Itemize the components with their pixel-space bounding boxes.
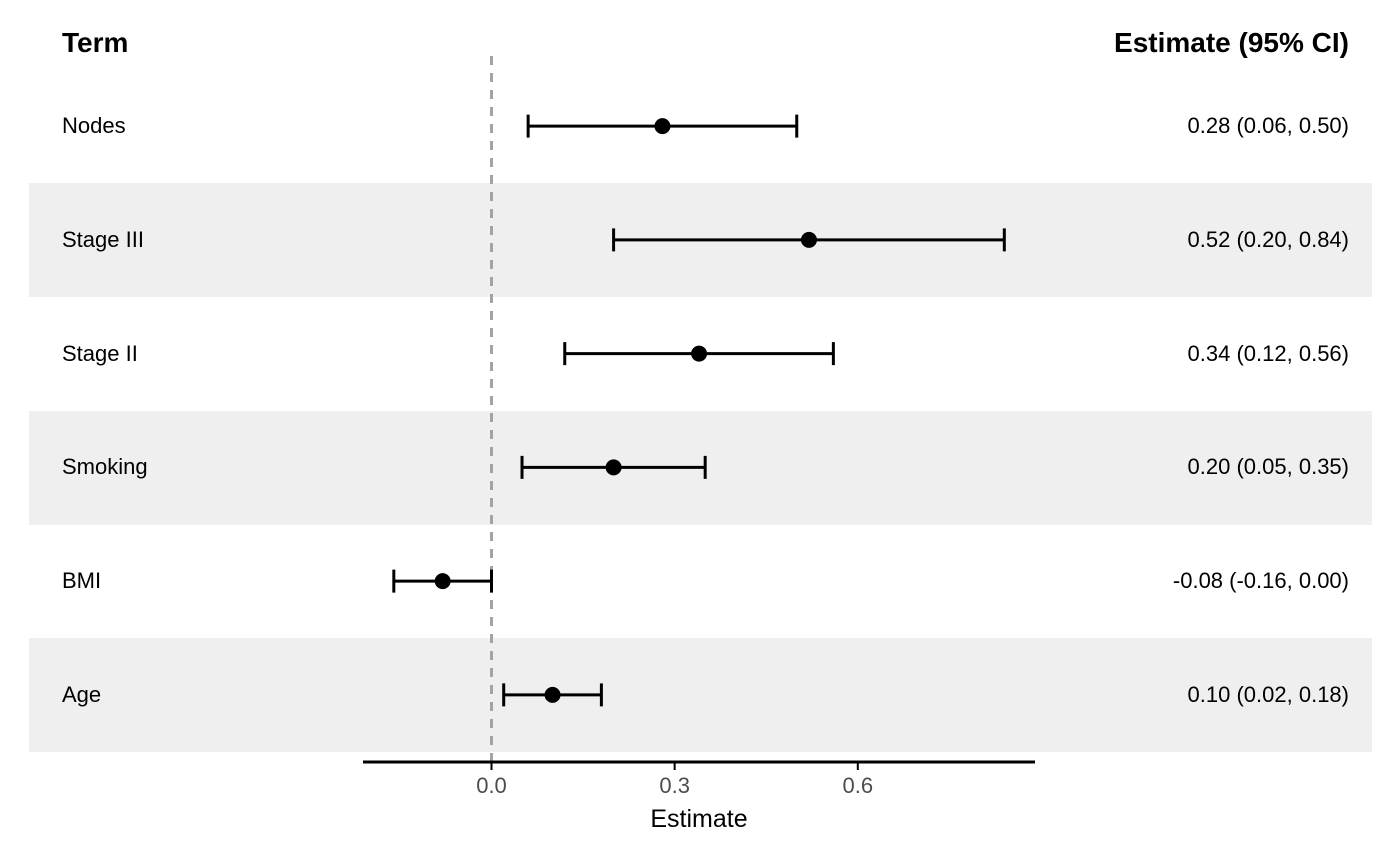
estimate-ci-value: -0.08 (-0.16, 0.00) <box>1172 568 1349 594</box>
x-axis-tick-label: 0.3 <box>659 773 690 798</box>
x-axis-tick-label: 0.6 <box>842 773 874 798</box>
term-label: Stage II <box>62 340 138 366</box>
x-axis-tick-label: 0.0 <box>476 773 507 798</box>
term-column-header: Term <box>62 27 129 58</box>
point-estimate-marker <box>691 345 708 362</box>
point-estimate-marker <box>544 686 561 703</box>
term-label: Age <box>62 681 102 707</box>
estimate-ci-value: 0.20 (0.05, 0.35) <box>1187 454 1349 480</box>
term-label: Nodes <box>62 113 126 139</box>
term-label: BMI <box>62 568 102 594</box>
estimate-ci-value: 0.10 (0.02, 0.18) <box>1187 681 1349 707</box>
point-estimate-marker <box>654 118 671 135</box>
estimate-ci-column-header: Estimate (95% CI) <box>1114 27 1349 58</box>
row-stripe <box>29 638 1372 752</box>
term-label: Smoking <box>62 454 148 480</box>
estimate-ci-value: 0.28 (0.06, 0.50) <box>1187 113 1349 139</box>
estimate-ci-value: 0.34 (0.12, 0.56) <box>1187 340 1349 366</box>
term-label: Stage III <box>62 226 144 252</box>
point-estimate-marker <box>434 573 451 590</box>
x-axis-title: Estimate <box>650 805 748 833</box>
point-estimate-marker <box>605 459 622 476</box>
estimate-ci-value: 0.52 (0.20, 0.84) <box>1187 226 1349 252</box>
point-estimate-marker <box>800 231 817 248</box>
